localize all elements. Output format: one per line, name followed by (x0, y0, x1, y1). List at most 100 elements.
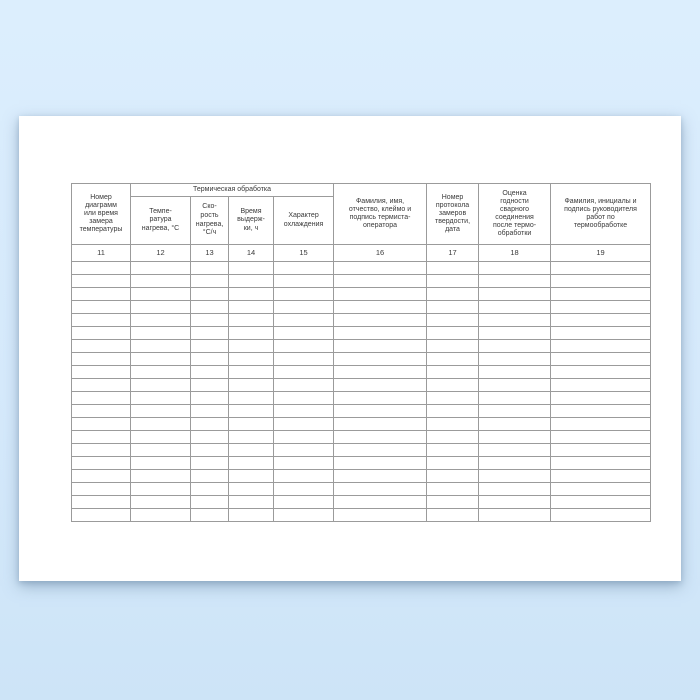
empty-cell (478, 378, 552, 392)
empty-cell (426, 300, 480, 314)
table-row (71, 404, 652, 418)
empty-cell (333, 339, 428, 353)
table-row (71, 287, 652, 301)
empty-cell (190, 261, 229, 275)
empty-cell (130, 456, 191, 470)
empty-cell (333, 495, 428, 509)
empty-cell (426, 495, 480, 509)
empty-cell (71, 378, 131, 392)
empty-cell (550, 287, 652, 301)
empty-cell (478, 456, 552, 470)
empty-cell (228, 482, 274, 496)
empty-cell (426, 339, 480, 353)
empty-cell (426, 456, 480, 470)
empty-cell (190, 404, 229, 418)
table-row (71, 326, 652, 340)
empty-cell (333, 378, 428, 392)
empty-cell (130, 313, 191, 327)
empty-cell (333, 391, 428, 405)
empty-cell (333, 287, 428, 301)
empty-cell (550, 430, 652, 444)
table-body (71, 261, 652, 522)
table-row (71, 430, 652, 444)
empty-cell (426, 326, 480, 340)
empty-cell (272, 287, 335, 301)
empty-cell (272, 508, 335, 522)
empty-cell (71, 482, 131, 496)
empty-cell (478, 261, 552, 275)
empty-cell (130, 508, 191, 522)
column-numbers-row: 11 12 13 14 15 16 17 18 19 (71, 244, 652, 262)
table-row (71, 378, 652, 392)
thermal-treatment-log-table: Номер диаграмм или время замера температ… (71, 183, 652, 522)
empty-cell (478, 417, 552, 431)
empty-cell (190, 378, 229, 392)
empty-cell (190, 469, 229, 483)
empty-cell (228, 287, 274, 301)
table-row (71, 456, 652, 470)
empty-cell (228, 495, 274, 509)
empty-cell (71, 352, 131, 366)
empty-cell (333, 456, 428, 470)
empty-cell (71, 326, 131, 340)
empty-cell (478, 508, 552, 522)
empty-cell (426, 417, 480, 431)
empty-cell (71, 495, 131, 509)
table-row (71, 443, 652, 457)
empty-cell (550, 443, 652, 457)
empty-cell (228, 365, 274, 379)
column-number-cell: 18 (478, 244, 552, 262)
table-row (71, 508, 652, 522)
empty-cell (478, 469, 552, 483)
table-row (71, 339, 652, 353)
empty-cell (228, 339, 274, 353)
column-number-cell: 16 (333, 244, 428, 262)
empty-cell (426, 404, 480, 418)
empty-cell (478, 274, 552, 288)
empty-cell (130, 300, 191, 314)
empty-cell (478, 495, 552, 509)
empty-cell (478, 482, 552, 496)
empty-cell (272, 365, 335, 379)
empty-cell (478, 326, 552, 340)
group-header-row: Номер диаграмм или время замера температ… (71, 183, 652, 245)
empty-cell (228, 391, 274, 405)
empty-cell (272, 378, 335, 392)
empty-cell (130, 443, 191, 457)
empty-cell (478, 391, 552, 405)
empty-cell (228, 261, 274, 275)
empty-cell (426, 378, 480, 392)
empty-cell (130, 261, 191, 275)
empty-cell (550, 378, 652, 392)
empty-cell (130, 339, 191, 353)
empty-cell (426, 313, 480, 327)
empty-cell (426, 274, 480, 288)
empty-cell (71, 274, 131, 288)
empty-cell (272, 469, 335, 483)
empty-cell (333, 365, 428, 379)
empty-cell (190, 287, 229, 301)
empty-cell (190, 326, 229, 340)
table-header: Номер диаграмм или время замера температ… (71, 183, 652, 262)
empty-cell (426, 352, 480, 366)
empty-cell (228, 313, 274, 327)
header-group-thermal-treatment: Термическая обработка (129, 183, 335, 197)
empty-cell (190, 456, 229, 470)
empty-cell (228, 417, 274, 431)
empty-cell (550, 508, 652, 522)
empty-cell (190, 417, 229, 431)
empty-cell (228, 508, 274, 522)
empty-cell (228, 404, 274, 418)
empty-cell (550, 300, 652, 314)
empty-cell (228, 352, 274, 366)
empty-cell (130, 274, 191, 288)
empty-cell (71, 404, 131, 418)
empty-cell (333, 274, 428, 288)
header-col-17: Номер протокола замеров твердости, дата (426, 183, 480, 245)
empty-cell (272, 417, 335, 431)
empty-cell (71, 417, 131, 431)
empty-cell (228, 300, 274, 314)
empty-cell (130, 365, 191, 379)
table-row (71, 391, 652, 405)
